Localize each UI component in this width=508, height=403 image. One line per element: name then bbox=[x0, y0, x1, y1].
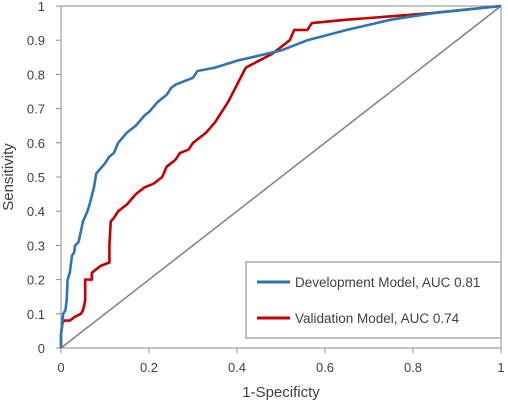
reference-diagonal-line bbox=[60, 5, 502, 349]
x-tick-label: 0.8 bbox=[404, 360, 422, 375]
y-tick-label: 0.2 bbox=[27, 273, 45, 288]
y-tick-label: 0.8 bbox=[27, 67, 45, 82]
y-tick-label: 0.9 bbox=[27, 33, 45, 48]
y-tick-label: 0.3 bbox=[27, 238, 45, 253]
y-tick-label: 0.6 bbox=[27, 136, 45, 151]
y-tick-label: 0.1 bbox=[27, 307, 45, 322]
x-tick-label: 0.2 bbox=[140, 360, 158, 375]
x-tick-label: 0 bbox=[57, 360, 64, 375]
y-tick-label: 0.7 bbox=[27, 102, 45, 117]
legend-label-validation: Validation Model, AUC 0.74 bbox=[295, 311, 460, 326]
validation-model-line bbox=[59, 4, 502, 348]
legend: Development Model, AUC 0.81 Validation M… bbox=[245, 261, 502, 339]
legend-label-development: Development Model, AUC 0.81 bbox=[295, 275, 480, 290]
x-tick-label: 1 bbox=[497, 360, 504, 375]
y-tick-label: 0 bbox=[38, 341, 45, 356]
y-tick-label: 1 bbox=[38, 0, 45, 14]
x-tick-label: 0.6 bbox=[316, 360, 334, 375]
y-axis-title: Sensitivity bbox=[0, 143, 17, 211]
y-tick-label: 0.5 bbox=[27, 170, 45, 185]
development-model-line bbox=[59, 4, 502, 348]
x-axis-title: 1-Specificty bbox=[242, 384, 320, 401]
y-tick-label: 0.4 bbox=[27, 204, 45, 219]
legend-box bbox=[245, 261, 502, 339]
x-tick-label: 0.4 bbox=[228, 360, 246, 375]
